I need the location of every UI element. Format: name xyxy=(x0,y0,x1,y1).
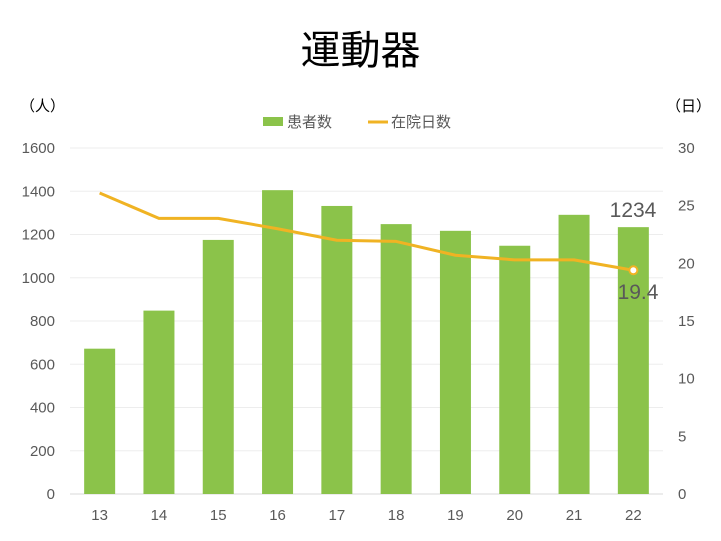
bar xyxy=(84,348,116,494)
x-axis-tick-label: 15 xyxy=(210,507,227,524)
right-axis-tick-label: 30 xyxy=(678,140,695,157)
bar xyxy=(202,239,234,494)
right-axis-tick-label: 25 xyxy=(678,198,695,215)
legend-swatch-bars xyxy=(263,117,283,126)
left-axis-ticks: 0 200 400 600 800 1000 1200 1400 1600 xyxy=(22,140,55,503)
legend: 患者数 在院日数 xyxy=(263,113,451,131)
line-point-last xyxy=(628,265,639,276)
x-axis-tick-label: 16 xyxy=(269,507,286,524)
bar-series xyxy=(84,190,649,495)
left-axis-tick-label: 0 xyxy=(47,486,55,503)
x-axis-tick-label: 14 xyxy=(151,507,168,524)
x-axis-tick-label: 13 xyxy=(91,507,108,524)
left-axis-tick-label: 1000 xyxy=(22,270,55,287)
line-path xyxy=(99,191,634,272)
x-axis-tick-label: 21 xyxy=(566,507,583,524)
x-axis-tick-label: 19 xyxy=(447,507,464,524)
right-axis-ticks: 0 5 10 15 20 25 30 xyxy=(678,140,695,503)
x-axis-ticks: 13 14 15 16 17 18 19 20 21 22 xyxy=(91,507,641,524)
legend-label-bars: 患者数 xyxy=(287,113,332,131)
right-axis-tick-label: 10 xyxy=(678,371,695,388)
left-axis-tick-label: 400 xyxy=(30,400,55,417)
x-axis-tick-label: 20 xyxy=(506,507,523,524)
right-axis-tick-label: 20 xyxy=(678,255,695,272)
legend-label-line: 在院日数 xyxy=(391,113,451,131)
bar xyxy=(262,190,294,494)
x-axis-tick-label: 18 xyxy=(388,507,405,524)
bar xyxy=(380,224,412,494)
data-label-bar-last: 1234 xyxy=(610,199,657,222)
x-axis-tick-label: 17 xyxy=(329,507,346,524)
line-series xyxy=(99,191,639,276)
chart-title: 運動器 xyxy=(300,28,421,74)
right-axis-unit: （日） xyxy=(666,97,711,115)
bar xyxy=(499,245,531,494)
right-axis-tick-label: 15 xyxy=(678,313,695,330)
bar xyxy=(321,205,353,494)
left-axis-tick-label: 1400 xyxy=(22,183,55,200)
left-axis-tick-label: 200 xyxy=(30,443,55,460)
right-axis-tick-label: 0 xyxy=(678,486,686,503)
data-label-line-last: 19.4 xyxy=(618,281,659,304)
bar xyxy=(143,310,175,494)
x-axis-tick-label: 22 xyxy=(625,507,642,524)
right-axis-tick-label: 5 xyxy=(678,428,686,445)
left-axis-tick-label: 1600 xyxy=(22,140,55,157)
left-axis-tick-label: 600 xyxy=(30,356,55,373)
bar xyxy=(439,230,471,495)
left-axis-tick-label: 1200 xyxy=(22,227,55,244)
bar xyxy=(558,214,590,495)
left-axis-tick-label: 800 xyxy=(30,313,55,330)
left-axis-unit: （人） xyxy=(20,97,65,115)
